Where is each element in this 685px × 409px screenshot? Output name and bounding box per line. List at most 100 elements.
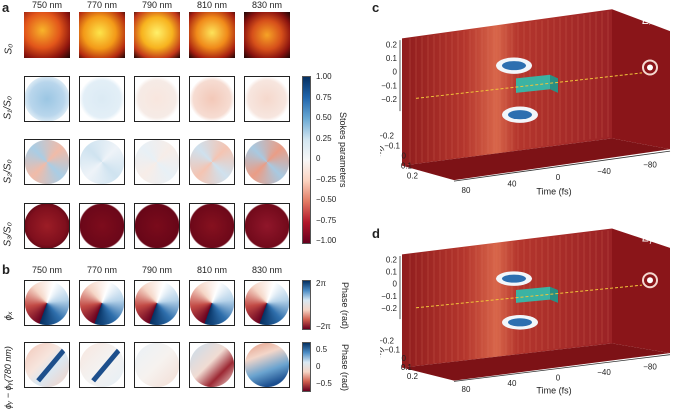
row-label-s1: S₁/S₀ xyxy=(2,96,14,120)
aperture-mask xyxy=(25,281,69,325)
time-tick-label: −40 xyxy=(597,167,611,176)
x-tick-label: 0 xyxy=(402,151,407,160)
panel-label-b: b xyxy=(2,262,10,277)
aperture-mask xyxy=(135,281,179,325)
wavelength-header: 750 nm xyxy=(31,0,63,10)
row-label-s2: S₂/S₀ xyxy=(2,159,14,184)
phase-x-image xyxy=(24,280,70,326)
time-axis-line xyxy=(453,354,671,382)
y-tick-label: 0 xyxy=(393,68,398,77)
field-label: Eₓ xyxy=(642,15,654,27)
phase1-tick-top: 2π xyxy=(316,279,326,288)
side-face xyxy=(612,9,670,150)
field-lobe xyxy=(508,110,532,120)
phase-colorbar-2 xyxy=(302,342,311,392)
phase2-tick-top: 0.5 xyxy=(316,345,328,354)
time-tick-label: 40 xyxy=(508,180,517,189)
x-tick-label: −0.1 xyxy=(384,345,400,354)
aperture-mask xyxy=(245,281,289,325)
panel-label-d: d xyxy=(372,226,380,241)
wavelength-header: 770 nm xyxy=(86,0,118,10)
field-lobe xyxy=(502,61,526,71)
stokes-tick: 1.00 xyxy=(316,72,332,81)
aperture-mask xyxy=(190,343,234,387)
y-tick-label: −0.1 xyxy=(381,81,397,90)
wavelength-header: 770 nm xyxy=(86,265,118,275)
x-tick-label: 0.2 xyxy=(407,372,419,381)
s3-image xyxy=(24,203,70,249)
x-tick-label: 0.2 xyxy=(407,171,419,180)
s1-image xyxy=(244,76,290,122)
s3-image xyxy=(134,203,180,249)
y-tick-label: 0 xyxy=(393,280,398,289)
x-axis-title: x (mm) xyxy=(380,144,385,175)
time-tick-label: 80 xyxy=(462,385,471,394)
time-axis-title: Time (fs) xyxy=(536,187,571,197)
aperture-mask xyxy=(135,140,179,184)
phase-y-image xyxy=(24,342,70,388)
field-lobe xyxy=(508,318,532,327)
phase-y-image xyxy=(244,342,290,388)
bottom-face xyxy=(402,138,670,181)
s3-image xyxy=(244,203,290,249)
time-tick-label: −40 xyxy=(597,368,611,377)
side-ring-center xyxy=(647,277,653,284)
s0-image xyxy=(24,12,70,58)
front-face xyxy=(402,9,612,166)
s2-image xyxy=(244,139,290,185)
aperture-mask xyxy=(135,343,179,387)
time-tick-label: 0 xyxy=(556,173,561,182)
phase-x-image xyxy=(79,280,125,326)
aperture-mask xyxy=(25,343,69,387)
stokes-tick: 0.50 xyxy=(316,113,332,122)
row-label-phiy: ϕᵧ − ϕᵧ(780 nm) xyxy=(3,346,13,409)
bottom-face xyxy=(402,343,670,381)
y-tick-label: 0.2 xyxy=(386,40,398,49)
aperture-mask xyxy=(245,140,289,184)
phase-x-image xyxy=(134,280,180,326)
aperture-mask xyxy=(25,140,69,184)
time-tick-label: −80 xyxy=(643,160,657,169)
time-tick-label: 40 xyxy=(508,379,517,388)
phase2-tick-mid: 0 xyxy=(316,362,321,371)
phase-colorbar-1 xyxy=(302,280,311,330)
aperture-mask xyxy=(80,281,124,325)
side-ring xyxy=(642,272,658,289)
time-tick-label: −80 xyxy=(643,362,657,371)
s1-image xyxy=(24,76,70,122)
stokes-tick: −1.00 xyxy=(316,236,337,245)
x-tick-label: 0.1 xyxy=(401,161,413,170)
s0-image xyxy=(244,12,290,58)
phase2-tick-bottom: −0.5 xyxy=(316,379,332,388)
x-tick-label: 0.1 xyxy=(401,363,413,372)
s0-image xyxy=(189,12,235,58)
wavelength-header: 810 nm xyxy=(196,0,228,10)
y-tick-label: 0.1 xyxy=(386,268,398,277)
beam-block xyxy=(516,286,550,303)
phase1-colorbar-title: Phase (rad) xyxy=(340,282,350,330)
s2-image xyxy=(79,139,125,185)
beam-block xyxy=(516,74,550,93)
y-tick-label: 0.2 xyxy=(386,255,398,264)
stokes-colorbar-title: Stokes parameters xyxy=(338,112,348,188)
beam-block-side xyxy=(550,286,558,303)
aperture-mask xyxy=(190,281,234,325)
stokes-tick: −0.75 xyxy=(316,215,337,225)
wavelength-header: 830 nm xyxy=(251,0,283,10)
row-label-s3: S₃/S₀ xyxy=(2,222,14,247)
s3-image xyxy=(189,203,235,249)
stokes-tick: 0.75 xyxy=(316,92,332,102)
phase1-tick-bottom: −2π xyxy=(316,322,331,331)
y-tick-label: −0.1 xyxy=(381,292,397,301)
stokes-tick: −0.50 xyxy=(316,195,337,204)
beam-block-side xyxy=(550,74,558,93)
aperture-mask xyxy=(190,140,234,184)
stokes-tick: −0.25 xyxy=(316,174,337,184)
s3-image xyxy=(79,203,125,249)
phase-y-image xyxy=(134,342,180,388)
y-tick-label: 0.1 xyxy=(386,54,398,63)
wavelength-header: 750 nm xyxy=(31,265,63,275)
time-axis-line xyxy=(453,150,671,182)
stokes-tick: 0 xyxy=(316,154,321,163)
phase-x-image xyxy=(189,280,235,326)
